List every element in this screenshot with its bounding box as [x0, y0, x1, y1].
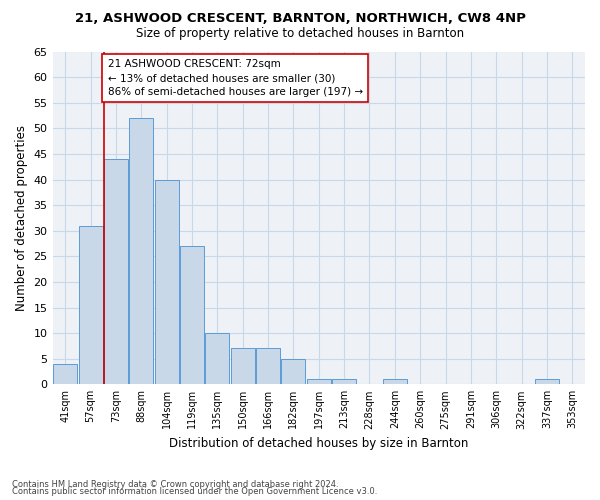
Text: 21, ASHWOOD CRESCENT, BARNTON, NORTHWICH, CW8 4NP: 21, ASHWOOD CRESCENT, BARNTON, NORTHWICH… — [74, 12, 526, 26]
Text: 21 ASHWOOD CRESCENT: 72sqm
← 13% of detached houses are smaller (30)
86% of semi: 21 ASHWOOD CRESCENT: 72sqm ← 13% of deta… — [107, 59, 363, 97]
Bar — [307, 379, 331, 384]
Bar — [205, 333, 229, 384]
Text: Contains public sector information licensed under the Open Government Licence v3: Contains public sector information licen… — [12, 488, 377, 496]
X-axis label: Distribution of detached houses by size in Barnton: Distribution of detached houses by size … — [169, 437, 469, 450]
Y-axis label: Number of detached properties: Number of detached properties — [15, 125, 28, 311]
Bar — [79, 226, 103, 384]
Bar — [230, 348, 255, 384]
Bar — [281, 358, 305, 384]
Bar — [129, 118, 154, 384]
Bar — [383, 379, 407, 384]
Bar — [332, 379, 356, 384]
Bar — [53, 364, 77, 384]
Bar — [535, 379, 559, 384]
Bar — [104, 159, 128, 384]
Text: Contains HM Land Registry data © Crown copyright and database right 2024.: Contains HM Land Registry data © Crown c… — [12, 480, 338, 489]
Bar — [155, 180, 179, 384]
Bar — [256, 348, 280, 384]
Text: Size of property relative to detached houses in Barnton: Size of property relative to detached ho… — [136, 28, 464, 40]
Bar — [180, 246, 204, 384]
